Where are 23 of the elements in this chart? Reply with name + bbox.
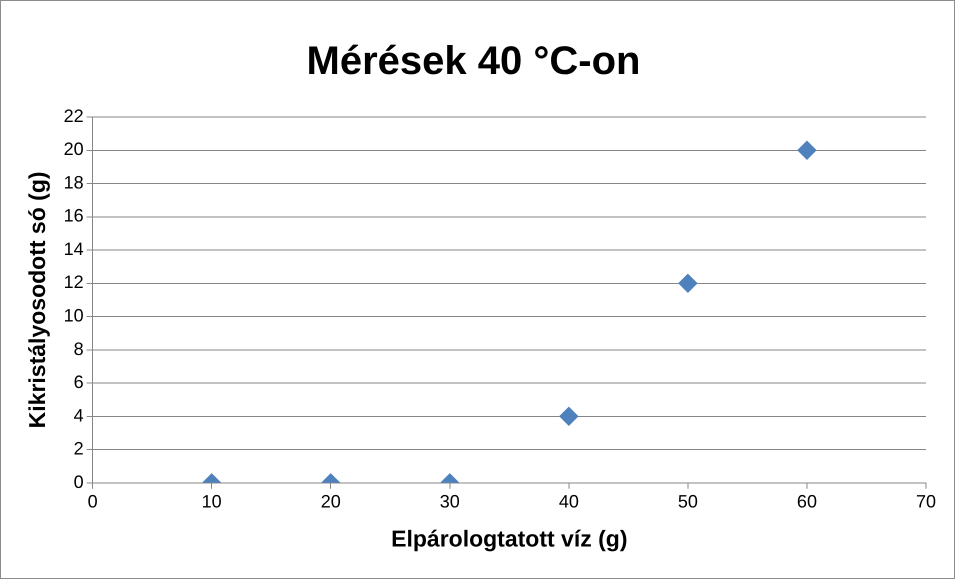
x-tick-label: 20 [320, 492, 341, 512]
x-tick-label: 70 [916, 492, 936, 512]
y-tick-label: 10 [64, 305, 84, 326]
y-tick-label: 20 [64, 139, 84, 160]
x-tick-label: 0 [88, 492, 98, 512]
y-tick-label: 14 [64, 238, 84, 259]
chart-title: Mérések 40 °C-on [306, 39, 640, 84]
x-tick-label: 30 [440, 492, 460, 512]
y-axis-title: Kikristályosodott só (g) [24, 171, 50, 428]
y-tick-label: 6 [74, 372, 84, 392]
y-tick-label: 8 [74, 338, 84, 359]
x-tick-label: 60 [796, 492, 817, 512]
x-tick-label: 40 [558, 492, 579, 512]
y-tick-label: 2 [74, 438, 84, 459]
y-tick-label: 12 [64, 272, 84, 292]
y-tick-label: 18 [64, 172, 84, 192]
x-axis-title: Elpárologtatott víz (g) [391, 526, 628, 552]
y-tick-label: 4 [74, 405, 84, 426]
y-tick-label: 22 [64, 106, 84, 126]
y-tick-label: 0 [74, 472, 84, 492]
x-tick-label: 10 [202, 492, 222, 512]
y-tick-label: 16 [64, 206, 84, 226]
x-tick-label: 50 [678, 492, 698, 512]
